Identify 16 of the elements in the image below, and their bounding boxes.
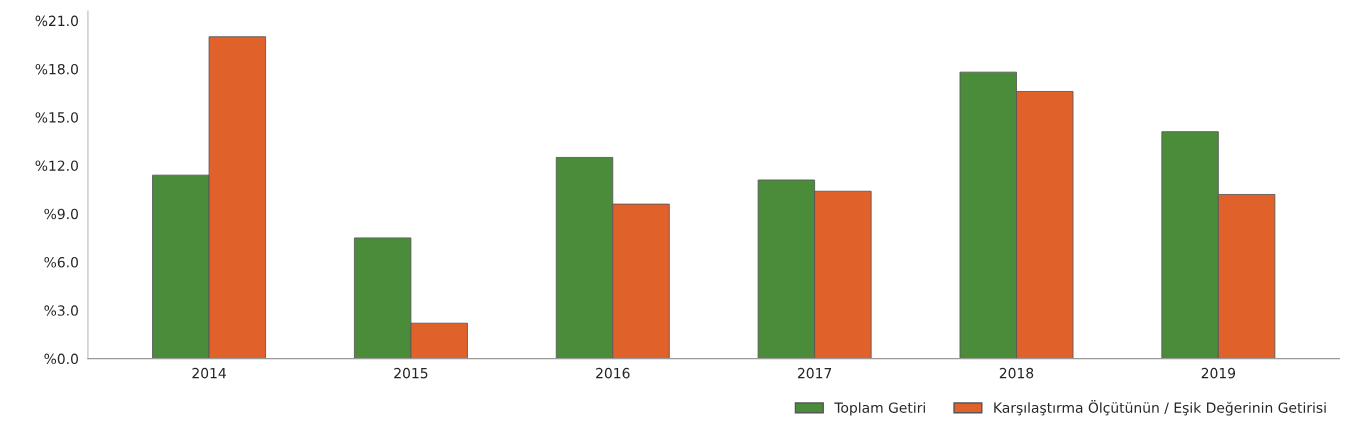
x-tick-label: 2015 [394, 367, 428, 379]
x-tick-label: 2019 [1201, 367, 1236, 379]
y-tick-label: %0.0 [44, 353, 78, 365]
y-tick-label: %15.0 [35, 112, 78, 123]
x-tick-label: 2017 [797, 367, 832, 379]
y-tick-label: %9.0 [44, 208, 78, 220]
y-tick-label: %21.0 [35, 15, 78, 27]
x-tick-label: 2014 [192, 367, 226, 379]
legend-label: Karşılaştırma Ölçütünün / Eşik Değerinin Getirisi [994, 400, 1326, 416]
y-tick-label: %12.0 [35, 160, 78, 171]
x-tick-label: 2016 [596, 367, 630, 379]
y-tick-label: %6.0 [44, 257, 78, 268]
legend-label: Toplam Getiri [834, 402, 925, 416]
x-tick-label: 2018 [999, 367, 1034, 379]
y-tick-label: %3.0 [44, 305, 78, 316]
y-tick-label: %18.0 [35, 63, 78, 75]
